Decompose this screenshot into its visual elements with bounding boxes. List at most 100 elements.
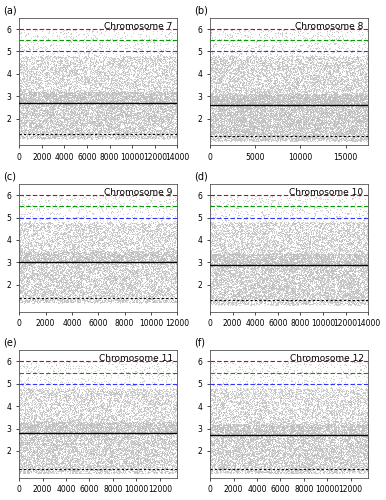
Point xyxy=(330,450,336,458)
Point xyxy=(253,448,259,456)
Point xyxy=(262,427,268,435)
Point xyxy=(304,290,310,298)
Point xyxy=(247,58,253,66)
Point xyxy=(83,236,89,244)
Point xyxy=(288,451,295,459)
Point xyxy=(330,468,337,476)
Point xyxy=(102,248,108,256)
Point xyxy=(122,444,129,452)
Point xyxy=(76,257,82,265)
Point xyxy=(73,423,80,431)
Point xyxy=(130,230,136,238)
Point xyxy=(25,252,32,260)
Point xyxy=(277,250,283,258)
Point xyxy=(145,256,151,264)
Point xyxy=(52,460,58,468)
Point xyxy=(231,83,237,91)
Point xyxy=(223,438,230,446)
Point xyxy=(221,468,227,475)
Point xyxy=(308,423,314,431)
Point xyxy=(55,94,61,102)
Point xyxy=(299,244,305,252)
Point xyxy=(323,454,329,462)
Point xyxy=(236,234,242,242)
Point xyxy=(242,230,248,238)
Point xyxy=(313,100,319,108)
Point xyxy=(26,291,32,299)
Point xyxy=(250,253,256,261)
Point xyxy=(47,398,53,406)
Point xyxy=(252,456,258,464)
Point xyxy=(300,296,306,304)
Point xyxy=(319,466,325,474)
Point xyxy=(141,86,147,94)
Point xyxy=(288,222,295,230)
Point xyxy=(352,372,359,380)
Point xyxy=(314,280,320,287)
Point xyxy=(220,438,226,446)
Point xyxy=(55,278,61,286)
Point xyxy=(130,120,137,128)
Point xyxy=(222,136,229,144)
Point xyxy=(315,62,322,70)
Point xyxy=(264,428,270,436)
Point xyxy=(43,411,49,419)
Point xyxy=(364,90,371,98)
Point xyxy=(244,408,250,416)
Point xyxy=(145,264,151,272)
Point xyxy=(38,418,44,426)
Point xyxy=(135,126,142,134)
Point xyxy=(124,119,130,127)
Point xyxy=(284,265,290,273)
Point xyxy=(223,92,230,100)
Point xyxy=(83,61,90,69)
Point xyxy=(271,385,277,393)
Point xyxy=(360,450,366,458)
Point xyxy=(116,456,122,464)
Point xyxy=(306,58,313,66)
Point xyxy=(317,126,323,134)
Point xyxy=(226,122,232,130)
Point xyxy=(168,297,174,305)
Point xyxy=(208,455,215,463)
Point xyxy=(17,86,23,94)
Point xyxy=(208,104,214,112)
Point xyxy=(84,252,90,260)
Point xyxy=(91,286,98,294)
Point xyxy=(123,114,129,122)
Point xyxy=(170,264,176,272)
Point xyxy=(302,244,308,252)
Point xyxy=(156,116,162,124)
Point xyxy=(360,243,366,251)
Point xyxy=(130,250,136,258)
Point xyxy=(327,88,333,96)
Point xyxy=(342,209,348,217)
Point xyxy=(225,447,231,455)
Point xyxy=(134,459,140,467)
Point xyxy=(234,104,240,112)
Point xyxy=(342,290,349,298)
Point xyxy=(230,422,237,430)
Point xyxy=(102,284,108,292)
Point xyxy=(262,389,268,397)
Point xyxy=(211,224,217,232)
Point xyxy=(239,49,245,57)
Point xyxy=(208,296,214,304)
Point xyxy=(255,232,261,240)
Point xyxy=(239,252,245,260)
Point xyxy=(256,96,262,104)
Point xyxy=(210,419,216,427)
Point xyxy=(328,407,334,415)
Point xyxy=(326,422,332,430)
Point xyxy=(361,128,367,136)
Point xyxy=(253,128,259,136)
Point xyxy=(223,68,229,76)
Point xyxy=(247,466,253,474)
Point xyxy=(345,96,352,104)
Point xyxy=(340,64,346,72)
Point xyxy=(56,296,62,304)
Point xyxy=(365,215,371,223)
Point xyxy=(212,127,218,135)
Point xyxy=(345,248,352,256)
Point xyxy=(52,408,58,416)
